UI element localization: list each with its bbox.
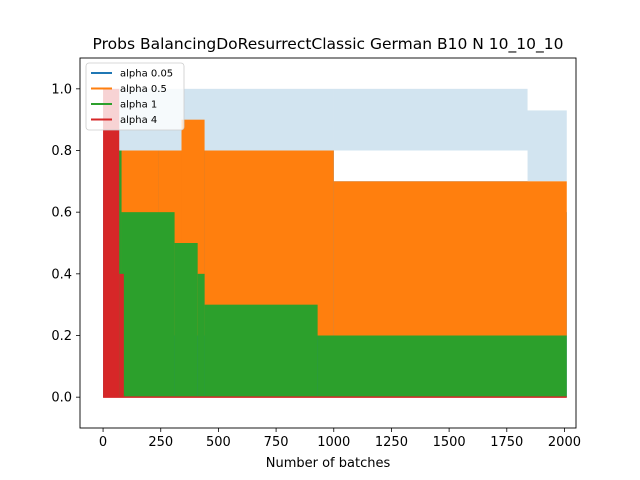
x-tick-label: 1500	[433, 435, 466, 450]
band-2-5	[317, 335, 567, 398]
chart-title: Probs BalancingDoResurrectClassic German…	[93, 35, 564, 54]
band-1-4	[333, 181, 567, 336]
legend-label: alpha 1	[120, 100, 157, 111]
legend-label: alpha 0.05	[120, 69, 173, 80]
x-tick-label: 750	[264, 435, 289, 450]
legend: alpha 0.05 alpha 0.5 alpha 1 alpha 4	[85, 62, 185, 131]
band-2-1	[121, 212, 175, 398]
x-tick-label: 500	[206, 435, 231, 450]
x-tick-label: 2000	[548, 435, 581, 450]
legend-label: alpha 0.5	[120, 84, 167, 95]
y-tick-label: 0.8	[51, 144, 72, 159]
legend-items: alpha 0.05 alpha 0.5 alpha 1 alpha 4	[91, 69, 173, 126]
band-2-2	[174, 243, 198, 398]
y-tick-label: 0.6	[51, 206, 72, 221]
x-tick-label: 0	[99, 435, 107, 450]
y-tick-label: 0.4	[51, 267, 72, 282]
x-tick-label: 1750	[490, 435, 523, 450]
band-upper-0-1	[333, 88, 528, 151]
y-tick-label: 0.0	[51, 391, 72, 406]
y-tick-label: 1.0	[51, 82, 72, 97]
band-upper-0-2	[527, 110, 567, 182]
band-3-0	[103, 88, 120, 398]
x-tick-label: 250	[148, 435, 173, 450]
legend-frame	[85, 62, 185, 131]
y-axis: 0.0 0.2 0.4 0.6 0.8 1.0	[51, 82, 80, 406]
legend-label: alpha 4	[120, 115, 157, 126]
band-3-1	[119, 273, 124, 398]
band-2-4	[204, 304, 318, 398]
plot-frame	[79, 57, 577, 429]
x-tick-label: 1250	[375, 435, 408, 450]
bands-layer	[103, 88, 567, 398]
y-tick-label: 0.2	[51, 329, 72, 344]
band-2-3	[197, 273, 205, 398]
x-axis: 0 250 500 750 1000 1250 1500 1750 2000	[99, 428, 581, 450]
x-tick-label: 1000	[317, 435, 350, 450]
x-axis-label: Number of batches	[266, 456, 391, 471]
